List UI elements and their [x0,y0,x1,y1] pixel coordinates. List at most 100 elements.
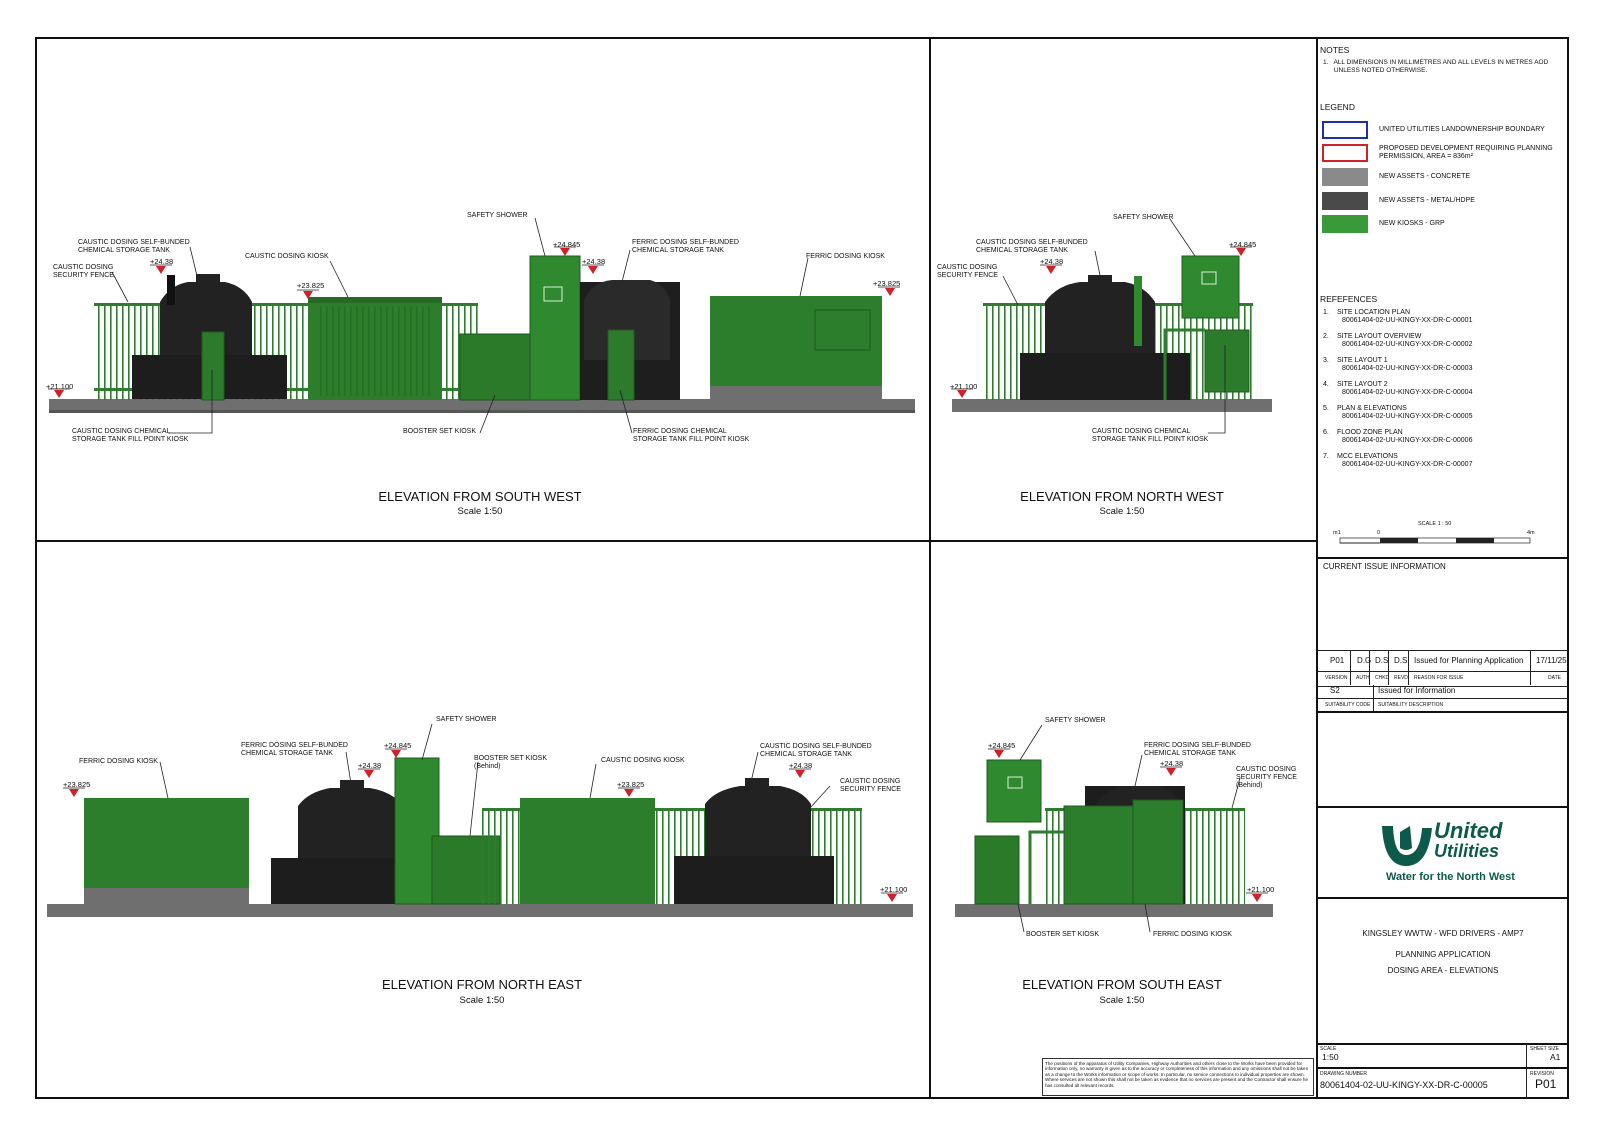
issue-h-version: VERSION [1325,675,1348,681]
legend-heading: LEGEND [1320,102,1355,112]
label-ferric-kiosk-sw: FERRIC DOSING KIOSK [806,253,885,260]
level-ne-4: +23.825 [617,780,645,789]
legend-swatch-boundary [1322,121,1368,139]
tb-h-sheet: SHEET SIZE [1530,1046,1560,1052]
reference-code: 80061404-02-UU-KINGY-XX-DR-C-00007 [1342,461,1473,468]
issue-date: 17/11/25 [1536,656,1567,665]
level-nw-2: +24.845 [1229,240,1257,249]
level-sw-5: +23.825 [873,279,901,288]
logo-text-line1: United [1434,818,1503,843]
reference-title: SITE LAYOUT OVERVIEW [1337,333,1422,340]
level-ne-1: +23.825 [63,780,91,789]
issue-h-date: DATE [1548,675,1561,681]
label-booster-ne: BOOSTER SET KIOSK (Behind) [474,755,548,770]
scalebar-label: SCALE 1 : 50 [1418,521,1452,527]
label-caustic-tank-sw: CAUSTIC DOSING SELF-BUNDED CHEMICAL STOR… [78,239,190,254]
reference-code: 80061404-02-UU-KINGY-XX-DR-C-00002 [1342,341,1473,348]
issue-revd: D.S [1394,656,1408,665]
logo-text-line2: Utilities [1434,841,1500,861]
tb-h-scale: SCALE [1320,1046,1337,1052]
level-ne-5: +24.38 [789,761,813,770]
reference-code: 80061404-02-UU-KINGY-XX-DR-C-00004 [1342,389,1473,396]
scale-elevation-south-east: Scale 1:50 [1099,995,1145,1006]
level-se-3: +21.100 [1247,885,1275,894]
scalebar-zero: 0 [1377,530,1381,536]
label-safety-shower-nw: SAFETY SHOWER [1113,214,1174,221]
label-caustic-tank-nw: CAUSTIC DOSING SELF-BUNDED CHEMICAL STOR… [976,239,1088,254]
reference-number: 1. [1323,309,1329,316]
project-line-3: DOSING AREA - ELEVATIONS [1387,966,1499,975]
level-nw-1: +24.38 [1040,257,1064,266]
tb-drawing-number: 80061404-02-UU-KINGY-XX-DR-C-00005 [1320,1080,1488,1090]
level-sw-3: +24.845 [553,240,581,249]
level-ne-3: +24.845 [384,741,412,750]
title-elevation-north-east: ELEVATION FROM NORTH EAST [381,977,583,992]
tb-sheet: A1 [1550,1052,1561,1062]
level-sw-4: +24.38 [582,257,606,266]
legend-label-concrete: NEW ASSETS - CONCRETE [1379,173,1471,180]
label-caustic-kiosk-sw: CAUSTIC DOSING KIOSK [245,253,329,260]
divider-vertical-views [929,37,931,1099]
references-heading: REFEFENCES [1320,294,1378,304]
issue-reason: Issued for Planning Application [1414,656,1524,665]
divider-horizontal-views [35,540,1318,542]
label-safety-shower-ne: SAFETY SHOWER [436,716,497,723]
elevation-south-west-drawing [49,255,915,413]
issue-chkd: D.S [1375,656,1389,665]
tb-scale: 1:50 [1322,1052,1339,1062]
label-caustic-fill-nw: CAUSTIC DOSING CHEMICAL STORAGE TANK FIL… [1092,428,1209,443]
legend-label-grp: NEW KIOSKS - GRP [1379,220,1445,227]
suitability-code: S2 [1330,686,1340,695]
reference-number: 3. [1323,357,1329,364]
drawing-frame [35,37,1569,1099]
reference-title: PLAN & ELEVATIONS [1337,405,1407,412]
label-ferric-kiosk-ne: FERRIC DOSING KIOSK [79,758,158,765]
legend-label-boundary: UNITED UTILITIES LANDOWNERSHIP BOUNDARY [1379,126,1545,133]
scale-elevation-north-east: Scale 1:50 [459,995,505,1006]
label-booster-se: BOOSTER SET KIOSK [1026,931,1100,938]
reference-title: SITE LAYOUT 1 [1337,357,1388,364]
title-elevation-north-west: ELEVATION FROM NORTH WEST [1020,489,1224,504]
title-elevation-south-west: ELEVATION FROM SOUTH WEST [378,489,582,504]
tb-divider-4 [1316,897,1569,899]
notes-heading: NOTES [1320,45,1350,55]
divider-titleblock [1316,37,1318,1099]
reference-code: 80061404-02-UU-KINGY-XX-DR-C-00006 [1342,437,1473,444]
issue-h-reason: REASON FOR ISSUE [1414,675,1464,681]
elevation-north-west-drawing [952,255,1272,412]
reference-code: 80061404-02-UU-KINGY-XX-DR-C-00005 [1342,413,1473,420]
tb-divider-5 [1316,1043,1569,1045]
level-sw-1: +24.38 [150,257,174,266]
legend-label-metal: NEW ASSETS - METAL/HDPE [1379,197,1475,204]
issue-auth: D.G [1357,656,1372,665]
reference-number: 5. [1323,405,1329,412]
legend-swatch-metal [1322,192,1368,210]
label-ferric-tank-ne: FERRIC DOSING SELF-BUNDED CHEMICAL STORA… [241,742,348,757]
scale-elevation-south-west: Scale 1:50 [457,506,503,517]
level-ne-6: +21.100 [880,885,908,894]
legend-swatch-concrete [1322,168,1368,186]
reference-title: SITE LOCATION PLAN [1337,309,1410,316]
reference-title: SITE LAYOUT 2 [1337,381,1388,388]
disclaimer-box: The positions of the apparatus of Utilit… [1042,1058,1314,1096]
legend-swatch-development [1322,144,1368,162]
title-elevation-south-east: ELEVATION FROM SOUTH EAST [1022,977,1222,992]
issue-version: P01 [1330,656,1345,665]
label-caustic-fill-sw: CAUSTIC DOSING CHEMICAL STORAGE TANK FIL… [72,428,189,443]
label-ferric-fill-sw: FERRIC DOSING CHEMICAL STORAGE TANK FILL… [633,428,750,443]
reference-title: MCC ELEVATIONS [1337,453,1398,460]
label-ferric-tank-se: FERRIC DOSING SELF-BUNDED CHEMICAL STORA… [1144,742,1251,757]
label-safety-shower-se: SAFETY SHOWER [1045,717,1106,724]
issue-h-auth: AUTH [1356,675,1370,681]
legend-label-development: PROPOSED DEVELOPMENT REQUIRING PLANNING … [1379,145,1553,160]
scale-elevation-north-west: Scale 1:50 [1099,506,1145,517]
logo-tagline: Water for the North West [1386,871,1515,883]
reference-title: FLOOD ZONE PLAN [1337,429,1403,436]
label-ferric-tank-sw: FERRIC DOSING SELF-BUNDED CHEMICAL STORA… [632,239,739,254]
label-caustic-kiosk-ne: CAUSTIC DOSING KIOSK [601,757,685,764]
level-se-2: +24.38 [1160,759,1184,768]
issue-table [1318,650,1568,687]
level-ne-2: +24.38 [358,761,382,770]
tb-h-drawing: DRAWING NUMBER [1320,1071,1368,1077]
label-caustic-fence-se: CAUSTIC DOSING SECURITY FENCE (Behind) [1236,766,1297,789]
